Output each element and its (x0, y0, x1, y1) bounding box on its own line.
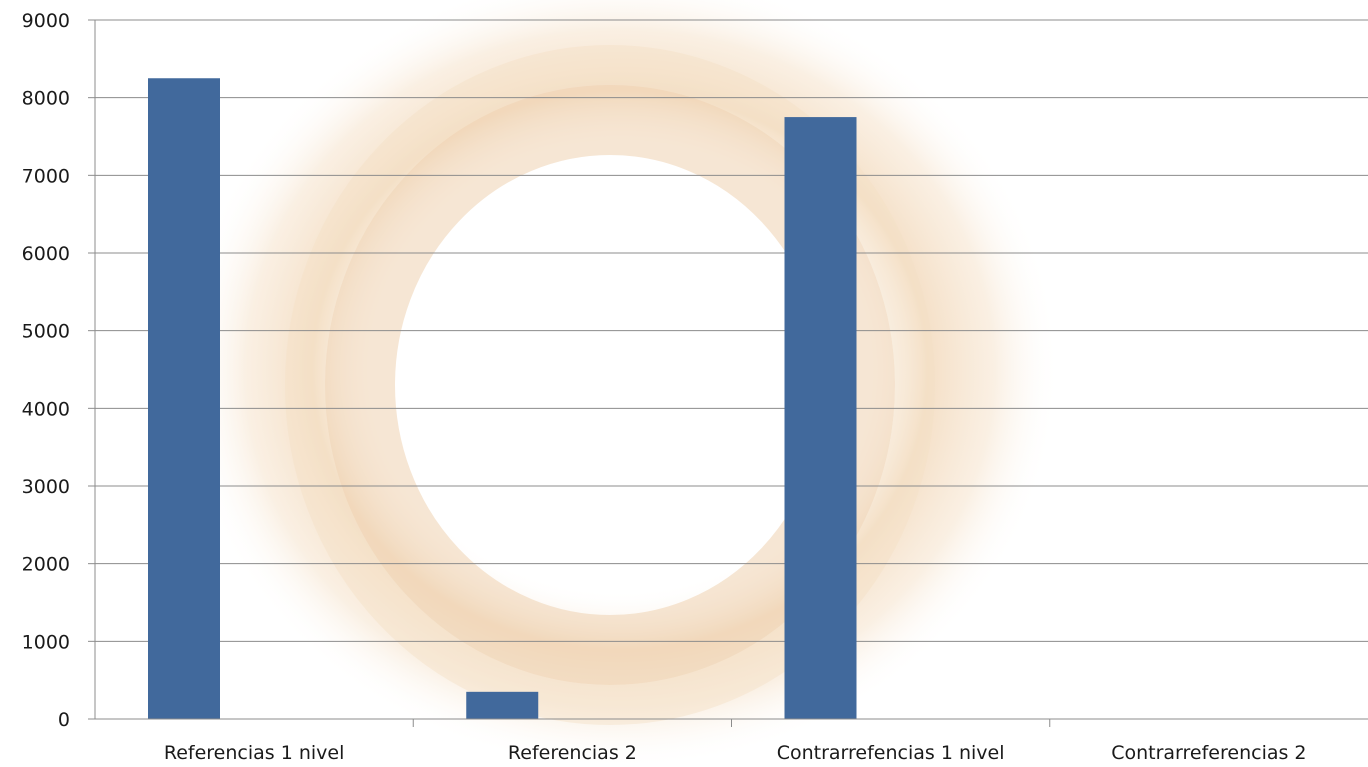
x-category-label: Referencias 1 nivel (164, 742, 345, 764)
y-tick-label: 2000 (22, 554, 70, 576)
x-axis-category-labels: Referencias 1 nivel Referencias 2 Contrarr… (164, 742, 1307, 764)
bar[interactable] (784, 117, 857, 720)
y-tick-label: 8000 (22, 88, 70, 110)
y-tick-label: 7000 (22, 165, 70, 187)
y-tick-label: 9000 (22, 10, 70, 32)
bar[interactable] (466, 691, 539, 719)
bar[interactable] (148, 78, 220, 719)
x-category-label: Contrarreferencias 2 (1111, 742, 1306, 764)
gridlines (95, 19, 1368, 642)
background-hands-image (180, 0, 1060, 767)
x-category-label: Referencias 2 (508, 742, 637, 764)
y-tick-label: 6000 (22, 243, 70, 265)
y-axis-tick-labels: 0 1000 2000 3000 4000 5000 6000 7000 8000 9000 (22, 10, 95, 731)
x-category-label: Contrarrefencias 1 nivel (777, 742, 1005, 764)
y-tick-label: 1000 (22, 631, 70, 653)
y-tick-label: 0 (58, 709, 70, 731)
bars-group (148, 78, 857, 720)
y-tick-label: 4000 (22, 398, 70, 420)
y-tick-label: 5000 (22, 321, 70, 343)
y-tick-label: 3000 (22, 476, 70, 498)
axes (94, 20, 1368, 727)
